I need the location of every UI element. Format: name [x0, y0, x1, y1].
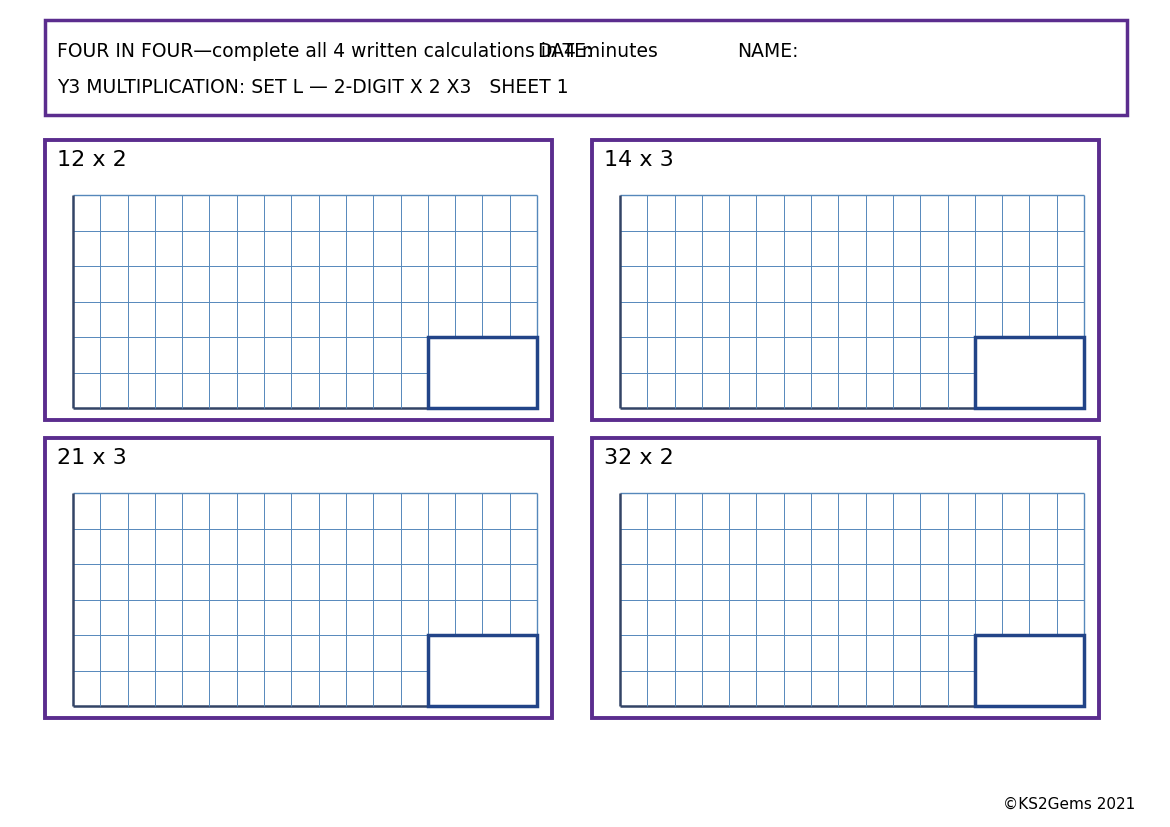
Bar — [975, 337, 1083, 408]
Text: Y3 MULTIPLICATION: SET L — 2-DIGIT X 2 X3   SHEET 1: Y3 MULTIPLICATION: SET L — 2-DIGIT X 2 X… — [57, 78, 569, 97]
Text: FOUR IN FOUR—complete all 4 written calculations in 4 minutes: FOUR IN FOUR—complete all 4 written calc… — [57, 42, 658, 61]
Bar — [975, 635, 1083, 706]
Bar — [44, 438, 552, 718]
Text: ©KS2Gems 2021: ©KS2Gems 2021 — [1003, 797, 1135, 812]
Text: 32 x 2: 32 x 2 — [604, 448, 674, 468]
Bar — [428, 337, 537, 408]
Text: 21 x 3: 21 x 3 — [57, 448, 126, 468]
Bar — [44, 20, 1127, 115]
Text: 12 x 2: 12 x 2 — [57, 150, 126, 170]
Bar — [592, 140, 1099, 420]
Text: NAME:: NAME: — [737, 42, 798, 61]
Text: DATE:: DATE: — [537, 42, 592, 61]
Bar — [44, 140, 552, 420]
Text: 14 x 3: 14 x 3 — [604, 150, 674, 170]
Bar — [592, 438, 1099, 718]
Bar — [428, 635, 537, 706]
